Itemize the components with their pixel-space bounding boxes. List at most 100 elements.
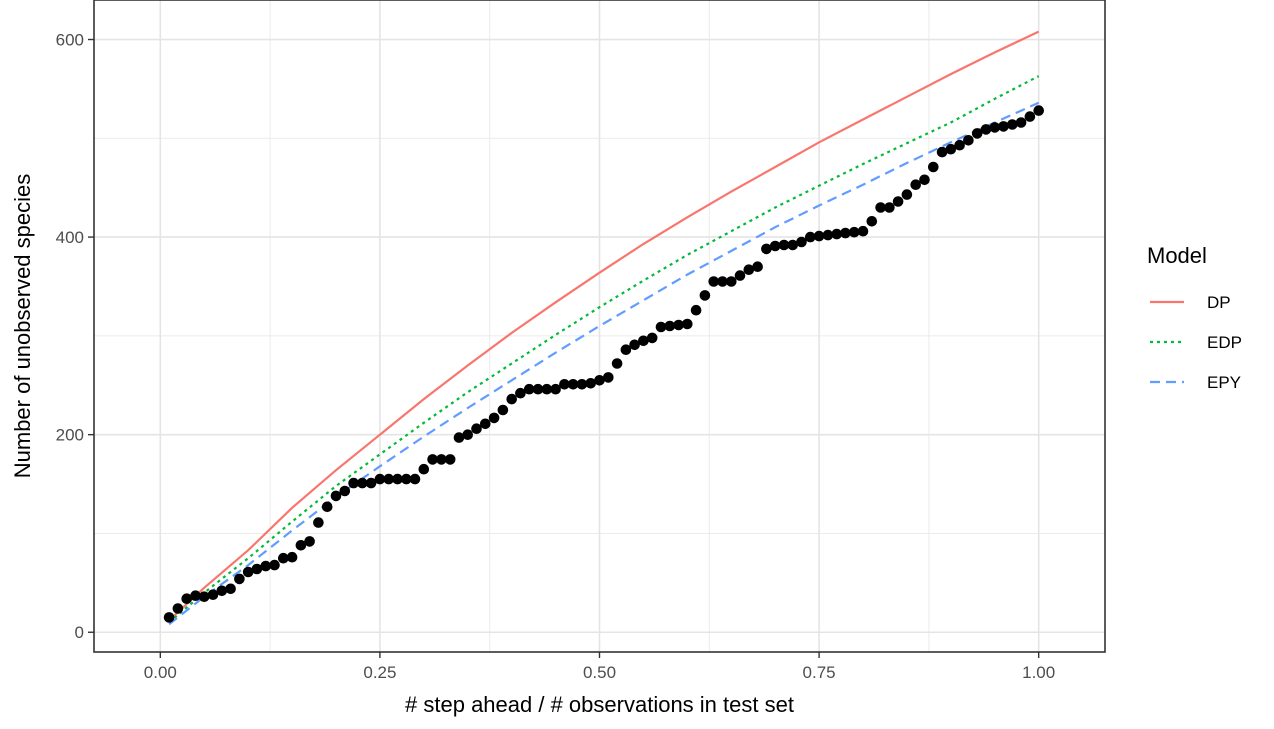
- observed-point: [726, 276, 737, 287]
- observed-point: [655, 321, 667, 333]
- observed-point: [611, 358, 623, 369]
- observed-point: [550, 383, 561, 395]
- observed-point: [260, 560, 272, 572]
- observed-point: [374, 473, 386, 485]
- observed-point: [339, 485, 351, 497]
- observed-point: [743, 264, 755, 276]
- observed-point: [752, 261, 763, 273]
- observed-point: [523, 383, 535, 395]
- observed-point: [304, 536, 315, 547]
- observed-point: [989, 122, 1001, 133]
- observed-point: [392, 473, 403, 485]
- observed-point: [559, 379, 570, 390]
- observed-point: [172, 603, 184, 614]
- y-tick-label: 0: [75, 623, 84, 642]
- observed-point: [594, 375, 605, 386]
- observed-point: [892, 196, 904, 207]
- legend-title: Model: [1147, 243, 1207, 268]
- observed-point: [638, 335, 649, 347]
- observed-point: [980, 124, 992, 135]
- observed-point: [181, 593, 192, 604]
- observed-point: [646, 332, 658, 344]
- observed-point: [603, 372, 614, 383]
- observed-point: [471, 423, 482, 435]
- grid-lines: [94, 0, 1105, 652]
- observed-point: [884, 202, 895, 213]
- observed-point: [198, 591, 210, 602]
- x-tick-label: 0.00: [144, 663, 177, 682]
- observed-point: [699, 290, 711, 301]
- observed-point: [971, 128, 983, 139]
- observed-point: [778, 239, 790, 251]
- y-tick-label: 600: [56, 31, 84, 50]
- x-tick-label: 0.75: [803, 663, 836, 682]
- observed-point: [234, 573, 245, 585]
- x-tick-label: 1.00: [1022, 663, 1055, 682]
- observed-point: [453, 432, 465, 443]
- series-line-edp: [168, 75, 1040, 624]
- observed-point: [901, 189, 913, 200]
- series-line-dp: [168, 30, 1040, 622]
- observed-point: [848, 226, 860, 238]
- observed-point: [541, 383, 553, 395]
- observed-point: [401, 473, 412, 485]
- observed-point: [831, 228, 842, 240]
- observed-point: [673, 319, 684, 331]
- observed-point: [576, 379, 588, 390]
- observed-point: [822, 229, 834, 241]
- observed-point: [910, 179, 921, 190]
- observed-point: [269, 559, 280, 571]
- observed-point: [242, 566, 254, 578]
- observed-point: [717, 276, 728, 287]
- observed-point: [163, 612, 175, 623]
- observed-point: [330, 490, 342, 502]
- observed-point: [840, 227, 851, 239]
- observed-point: [954, 139, 965, 151]
- observed-point: [321, 501, 333, 513]
- observed-point: [866, 216, 878, 227]
- observed-point: [629, 339, 640, 351]
- observed-point: [769, 240, 781, 252]
- axes: 0.00 0.25 0.50 0.75 1.00 0 200 400 600: [56, 0, 1106, 682]
- observed-point: [1024, 111, 1036, 122]
- observed-point: [567, 379, 579, 390]
- observed-point: [690, 304, 702, 316]
- observed-point: [418, 463, 430, 475]
- observed-point: [436, 454, 447, 465]
- observed-point: [357, 477, 368, 489]
- observed-point: [207, 589, 219, 600]
- observed-point: [708, 276, 719, 287]
- y-tick-label: 200: [56, 426, 84, 445]
- observed-point: [515, 387, 526, 399]
- observed-point: [857, 225, 869, 237]
- legend-label-epy: EPY: [1207, 373, 1241, 392]
- observed-point: [813, 230, 825, 242]
- observed-point: [286, 551, 298, 563]
- x-tick-label: 0.50: [583, 663, 616, 682]
- legend-label-dp: DP: [1207, 293, 1231, 312]
- observed-point: [936, 146, 948, 158]
- observed-point: [664, 320, 676, 332]
- observed-point: [928, 161, 939, 173]
- observed-point: [1007, 119, 1018, 130]
- observed-point: [805, 231, 816, 243]
- x-tick-label: 0.25: [363, 663, 396, 682]
- observed-point: [190, 590, 201, 601]
- observed-point: [761, 243, 772, 255]
- observed-point: [427, 454, 438, 465]
- legend: Model DP EDP EPY: [1147, 243, 1242, 392]
- observed-points: [163, 105, 1044, 623]
- observed-point: [796, 236, 807, 248]
- observed-point: [919, 174, 930, 186]
- legend-label-edp: EDP: [1207, 333, 1242, 352]
- observed-point: [945, 143, 957, 155]
- y-axis-title: Number of unobserved species: [10, 174, 35, 479]
- observed-point: [409, 473, 421, 485]
- observed-point: [462, 429, 474, 441]
- observed-point: [383, 473, 395, 485]
- observed-point: [488, 412, 500, 424]
- observed-point: [444, 454, 456, 465]
- observed-point: [998, 121, 1009, 132]
